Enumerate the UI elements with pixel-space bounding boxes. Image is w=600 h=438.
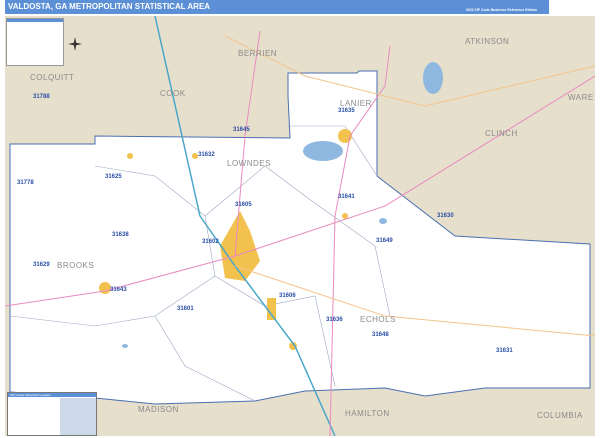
zip-table-title: ZIP Codes Index/Grid Location (8, 393, 96, 397)
zip-label: 31605 (235, 202, 252, 208)
map-legend (6, 18, 64, 66)
county-label: LANIER (340, 99, 372, 108)
zip-label: 31631 (496, 348, 513, 354)
zip-label: 31648 (372, 332, 389, 338)
publisher-logo (549, 0, 595, 14)
zip-label: 31602 (202, 239, 219, 245)
county-label: ATKINSON (465, 37, 509, 46)
map-header: VALDOSTA, GA METROPOLITAN STATISTICAL AR… (5, 0, 595, 14)
county-label: WARE (568, 93, 594, 102)
county-label: HAMILTON (345, 409, 390, 418)
roads (5, 16, 595, 436)
zip-label: 31625 (105, 174, 122, 180)
county-label: CLINCH (485, 129, 518, 138)
map-canvas[interactable]: BERRIEN ATKINSON COLQUITT COOK LANIER CL… (5, 16, 595, 436)
zip-label: 31641 (338, 194, 355, 200)
zip-label: 31649 (376, 238, 393, 244)
compass-rose-icon (68, 37, 82, 51)
zip-label: 31643 (110, 287, 127, 293)
zip-labels: 31788 31645 31635 31632 31625 31778 3160… (17, 94, 513, 354)
county-label: BROOKS (57, 261, 94, 270)
county-label: COLUMBIA (537, 411, 583, 420)
zip-label: 31630 (437, 213, 454, 219)
county-label: ECHOLS (360, 315, 396, 324)
water-bodies (122, 62, 443, 348)
zip-label: 31636 (326, 317, 343, 323)
zip-label: 31632 (198, 152, 215, 158)
zip-boundaries (9, 125, 391, 402)
zip-label: 31778 (17, 180, 34, 186)
zip-label: 31601 (177, 306, 194, 312)
zip-label: 31788 (33, 94, 50, 100)
county-label: COOK (160, 89, 186, 98)
county-labels: BERRIEN ATKINSON COLQUITT COOK LANIER CL… (30, 37, 594, 420)
zip-label: 31629 (33, 262, 50, 268)
county-label: BERRIEN (238, 49, 277, 58)
map-title: VALDOSTA, GA METROPOLITAN STATISTICAL AR… (8, 2, 211, 11)
zip-label: 31645 (233, 127, 250, 133)
zip-label: 31638 (112, 232, 129, 238)
county-label: LOWNDES (227, 159, 271, 168)
zip-label: 31635 (338, 108, 355, 114)
edition-label: 2020 ZIP Code Business Reference Edition (465, 8, 537, 12)
zip-index-table: ZIP Codes Index/Grid Location (7, 392, 97, 436)
county-label: MADISON (138, 405, 179, 414)
msa-region (9, 70, 591, 405)
zip-label: 31606 (279, 293, 296, 299)
county-label: COLQUITT (30, 73, 74, 82)
